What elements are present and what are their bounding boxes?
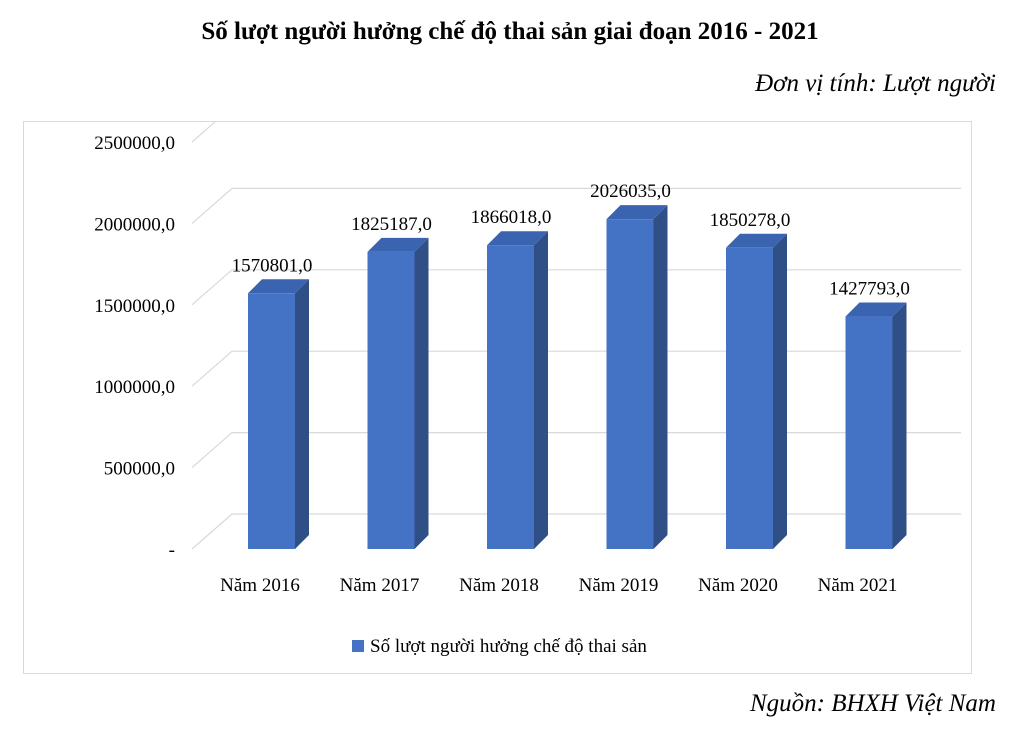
legend-swatch xyxy=(352,640,364,652)
bar-side xyxy=(295,279,309,549)
x-tick-label: Năm 2021 xyxy=(818,575,898,596)
y-tick-label: 1000000,0 xyxy=(94,377,175,398)
gridline xyxy=(191,122,216,143)
gridline xyxy=(191,269,961,306)
unit-label: Đơn vị tính: Lượt người xyxy=(755,70,996,97)
y-tick-label: 2500000,0 xyxy=(94,133,175,154)
legend-label: Số lượt người hưởng chế độ thai sản xyxy=(370,636,647,657)
chart-title: Số lượt người hưởng chế độ thai sản giai… xyxy=(201,18,819,45)
x-tick-label: Năm 2019 xyxy=(579,575,659,596)
x-tick-label: Năm 2017 xyxy=(340,575,420,596)
x-tick-label: Năm 2016 xyxy=(220,575,300,596)
x-tick-label: Năm 2020 xyxy=(698,575,778,596)
data-label: 1866018,0 xyxy=(471,207,552,228)
source-label: Nguồn: BHXH Việt Nam xyxy=(749,690,996,717)
chart-frame: - 500000,0 1000000,0 1500000,0 2000000,0 2500… xyxy=(23,121,972,674)
bar-top xyxy=(248,279,309,294)
bar-top xyxy=(487,231,548,246)
bar xyxy=(845,316,893,549)
gridline xyxy=(191,350,961,387)
gridline xyxy=(191,432,961,469)
data-label: 1850278,0 xyxy=(710,210,791,231)
gridline xyxy=(191,513,961,550)
data-label: 1427793,0 xyxy=(829,279,910,300)
bar xyxy=(487,245,534,549)
bar-side xyxy=(414,237,429,549)
y-tick-label: - xyxy=(169,540,175,561)
bar-chart: - 500000,0 1000000,0 1500000,0 2000000,0 2500… xyxy=(94,122,961,657)
bar xyxy=(726,247,773,549)
bar xyxy=(248,293,295,549)
gridline xyxy=(191,187,961,224)
y-tick-label: 500000,0 xyxy=(104,459,175,480)
x-tick-label: Năm 2018 xyxy=(459,575,539,596)
y-tick-label: 2000000,0 xyxy=(94,214,175,235)
data-label: 1825187,0 xyxy=(351,214,432,235)
y-tick-label: 1500000,0 xyxy=(94,296,175,317)
bar-top xyxy=(726,233,787,248)
bar-top xyxy=(367,237,429,252)
bar xyxy=(367,251,415,549)
bar-side xyxy=(653,205,668,549)
bar-side xyxy=(773,233,787,549)
bar xyxy=(606,219,654,549)
data-label: 2026035,0 xyxy=(590,181,671,202)
data-label: 1570801,0 xyxy=(232,255,313,276)
bar-top xyxy=(606,205,668,220)
bar-side xyxy=(534,231,548,549)
bar-side xyxy=(892,302,907,549)
bar-top xyxy=(845,302,907,317)
